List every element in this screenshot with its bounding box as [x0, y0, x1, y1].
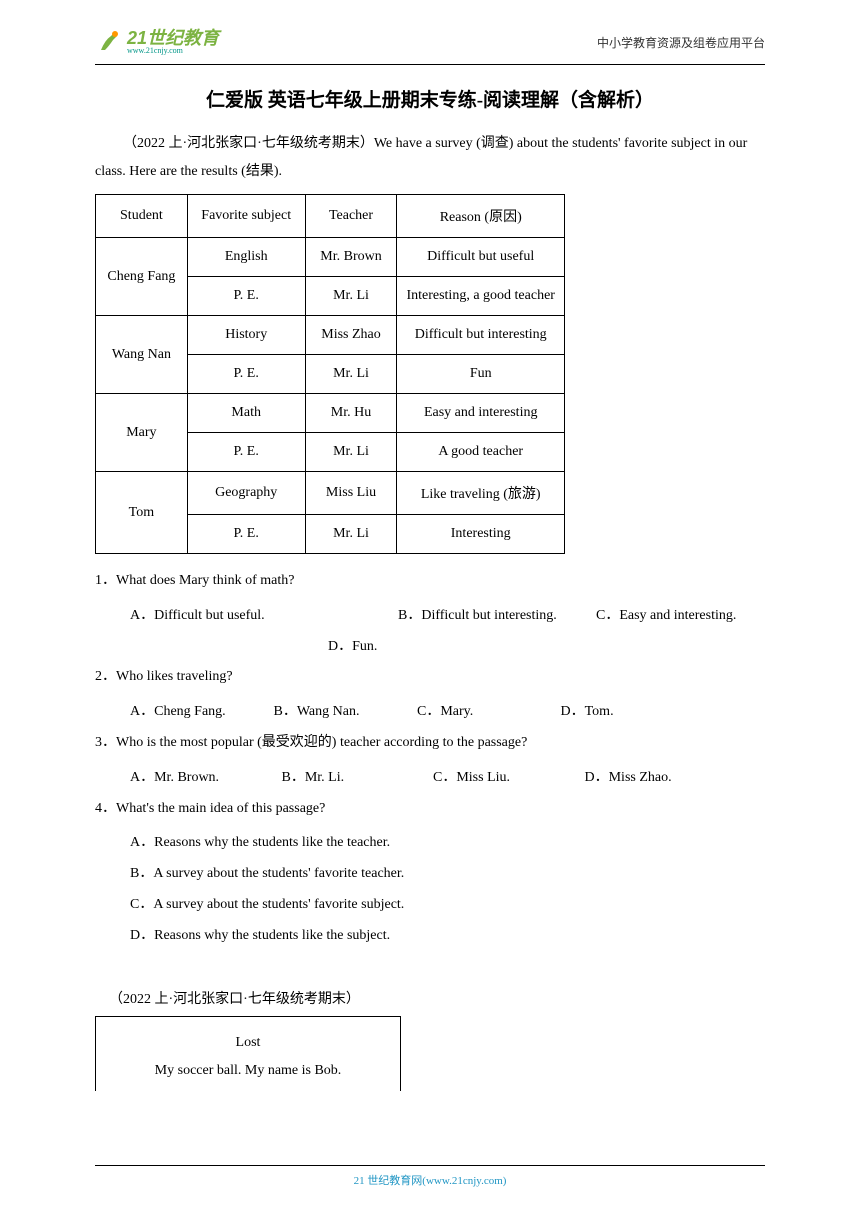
option-b: B．Mr. Li. — [282, 763, 430, 794]
question-2-options: A．Cheng Fang. B．Wang Nan. C．Mary. D．Tom. — [95, 697, 765, 728]
header-right-text: 中小学教育资源及组卷应用平台 — [597, 34, 765, 51]
cell-reason: Easy and interesting — [397, 394, 565, 433]
footer-divider — [95, 1165, 765, 1166]
option-c: C．Mary. — [417, 697, 557, 728]
header-reason: Reason (原因) — [397, 195, 565, 238]
table-row: Tom Geography Miss Liu Like traveling (旅… — [96, 472, 565, 515]
option-a: A．Reasons why the students like the teac… — [130, 828, 468, 859]
question-1-options: A．Difficult but useful. B．Difficult but … — [95, 601, 765, 663]
lost-table: Lost My soccer ball. My name is Bob. — [95, 1016, 401, 1091]
question-3-options: A．Mr. Brown. B．Mr. Li. C．Miss Liu. D．Mis… — [95, 763, 765, 794]
logo-icon — [95, 28, 123, 56]
table-row: Mary Math Mr. Hu Easy and interesting — [96, 394, 565, 433]
header-student: Student — [96, 195, 188, 238]
cell-subject: Geography — [187, 472, 305, 515]
option-b: B．Difficult but interesting. — [398, 601, 596, 632]
table-row: Cheng Fang English Mr. Brown Difficult b… — [96, 238, 565, 277]
cell-student: Tom — [96, 472, 188, 554]
cell-subject: P. E. — [187, 277, 305, 316]
cell-teacher: Miss Zhao — [305, 316, 397, 355]
option-c: C．Easy and interesting. — [596, 601, 756, 632]
cell-student: Cheng Fang — [96, 238, 188, 316]
cell-subject: P. E. — [187, 515, 305, 554]
logo: 21世纪教育 www.21cnjy.com — [95, 28, 219, 56]
page-header: 21世纪教育 www.21cnjy.com 中小学教育资源及组卷应用平台 — [0, 0, 860, 64]
question-text: ．Who is the most popular (最受欢迎的) teacher… — [102, 735, 527, 750]
table-row: Wang Nan History Miss Zhao Difficult but… — [96, 316, 565, 355]
option-a: A．Mr. Brown. — [130, 763, 278, 794]
question-3: 3．Who is the most popular (最受欢迎的) teache… — [95, 728, 765, 759]
lost-title: Lost — [106, 1029, 390, 1057]
cell-reason: Interesting — [397, 515, 565, 554]
content: 仁爱版 英语七年级上册期末专练-阅读理解（含解析） （2022 上·河北张家口·… — [0, 65, 860, 1091]
cell-reason: Like traveling (旅游) — [397, 472, 565, 515]
source-line-2: （2022 上·河北张家口·七年级统考期末） — [95, 988, 765, 1008]
question-number: 4 — [95, 801, 102, 816]
logo-text-group: 21世纪教育 www.21cnjy.com — [127, 29, 219, 55]
cell-subject: P. E. — [187, 433, 305, 472]
option-a: A．Difficult but useful. — [130, 601, 398, 632]
header-subject: Favorite subject — [187, 195, 305, 238]
cell-student: Wang Nan — [96, 316, 188, 394]
cell-teacher: Mr. Li — [305, 277, 397, 316]
question-text: ．Who likes traveling? — [102, 669, 233, 684]
question-1: 1．What does Mary think of math? — [95, 566, 765, 597]
option-d: D．Miss Zhao. — [585, 763, 733, 794]
lost-line: My soccer ball. My name is Bob. — [106, 1057, 390, 1085]
cell-teacher: Mr. Li — [305, 355, 397, 394]
option-b: B．Wang Nan. — [274, 697, 414, 728]
option-d: D．Fun. — [328, 632, 377, 663]
question-4: 4．What's the main idea of this passage? — [95, 794, 765, 825]
option-a: A．Cheng Fang. — [130, 697, 270, 728]
cell-subject: English — [187, 238, 305, 277]
cell-teacher: Miss Liu — [305, 472, 397, 515]
option-c: C．A survey about the students' favorite … — [130, 890, 468, 921]
question-text: ．What does Mary think of math? — [102, 573, 294, 588]
cell-subject: History — [187, 316, 305, 355]
cell-teacher: Mr. Hu — [305, 394, 397, 433]
cell-reason: Difficult but interesting — [397, 316, 565, 355]
cell-subject: Math — [187, 394, 305, 433]
page-title: 仁爱版 英语七年级上册期末专练-阅读理解（含解析） — [95, 85, 765, 112]
cell-student: Mary — [96, 394, 188, 472]
option-d: D．Reasons why the students like the subj… — [130, 921, 430, 952]
survey-table: Student Favorite subject Teacher Reason … — [95, 194, 565, 554]
table-header-row: Student Favorite subject Teacher Reason … — [96, 195, 565, 238]
intro-text: （2022 上·河北张家口·七年级统考期末）We have a survey (… — [95, 130, 765, 186]
lost-cell: Lost My soccer ball. My name is Bob. — [96, 1016, 401, 1091]
question-text: ．What's the main idea of this passage? — [102, 801, 325, 816]
question-2: 2．Who likes traveling? — [95, 662, 765, 693]
option-d: D．Tom. — [561, 697, 701, 728]
cell-teacher: Mr. Brown — [305, 238, 397, 277]
cell-teacher: Mr. Li — [305, 433, 397, 472]
question-4-options: A．Reasons why the students like the teac… — [95, 828, 765, 951]
option-b: B．A survey about the students' favorite … — [130, 859, 430, 890]
question-number: 1 — [95, 573, 102, 588]
footer-text: 21 世纪教育网(www.21cnjy.com) — [0, 1172, 860, 1188]
logo-url: www.21cnjy.com — [127, 47, 219, 55]
header-teacher: Teacher — [305, 195, 397, 238]
cell-reason: Interesting, a good teacher — [397, 277, 565, 316]
question-number: 3 — [95, 735, 102, 750]
question-number: 2 — [95, 669, 102, 684]
cell-teacher: Mr. Li — [305, 515, 397, 554]
cell-reason: A good teacher — [397, 433, 565, 472]
cell-reason: Difficult but useful — [397, 238, 565, 277]
logo-text: 21世纪教育 — [127, 29, 219, 47]
option-c: C．Miss Liu. — [433, 763, 581, 794]
cell-subject: P. E. — [187, 355, 305, 394]
cell-reason: Fun — [397, 355, 565, 394]
